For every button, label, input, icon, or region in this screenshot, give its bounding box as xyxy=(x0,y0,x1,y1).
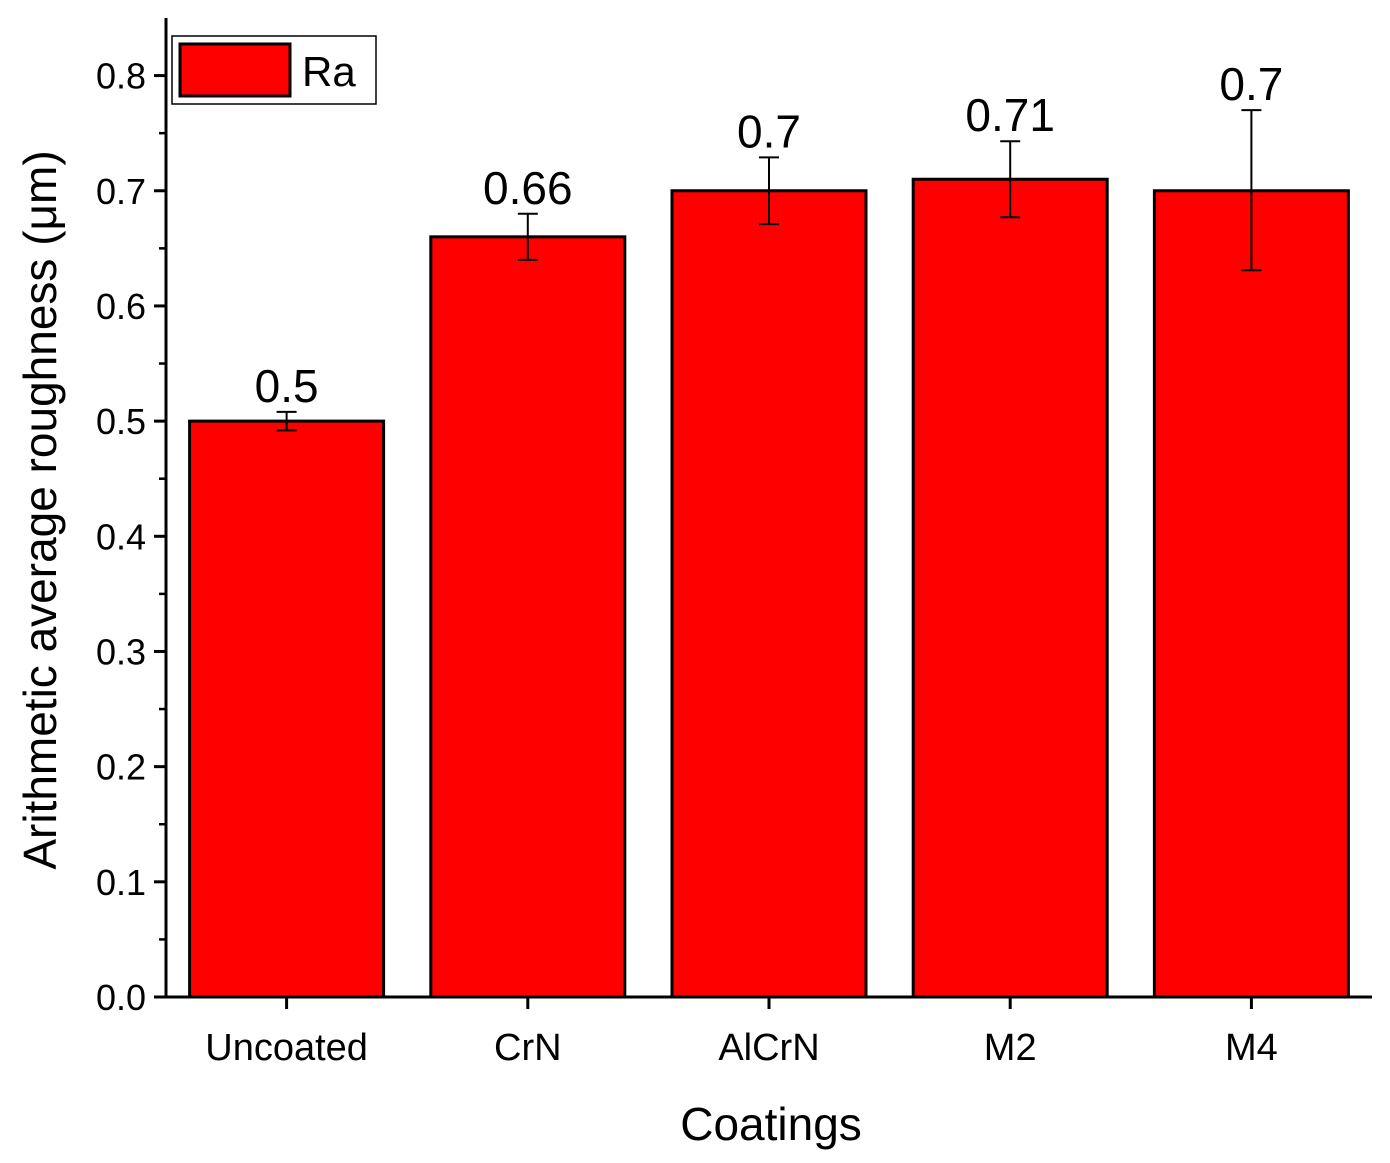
error-bars xyxy=(276,109,1262,432)
bar-uncoated xyxy=(188,419,386,999)
x-tick-label: M4 xyxy=(1225,1027,1278,1069)
y-tick-label: 0.1 xyxy=(96,862,146,903)
y-axis-ticks: 0.0 0.1 0.2 0.3 0.4 0.5 0.6 0.7 0.8 xyxy=(96,56,166,1018)
bars xyxy=(188,177,1350,999)
y-tick-label: 0.5 xyxy=(96,401,146,442)
data-label-uncoated: 0.5 xyxy=(255,360,319,412)
data-label-alcrn: 0.7 xyxy=(737,105,801,157)
y-tick-label: 0.0 xyxy=(96,977,146,1018)
y-tick-label: 0.6 xyxy=(96,286,146,327)
y-axis-title: Arithmetic average roughness (μm) xyxy=(14,150,66,869)
x-tick-label: Uncoated xyxy=(205,1027,368,1069)
x-axis-ticks: Uncoated CrN AlCrN M2 M4 xyxy=(205,997,1278,1069)
y-tick-label: 0.4 xyxy=(96,516,146,557)
data-label-crn: 0.66 xyxy=(483,162,573,214)
x-tick-label: CrN xyxy=(494,1027,562,1069)
y-tick-label: 0.8 xyxy=(96,56,146,97)
y-tick-label: 0.7 xyxy=(96,171,146,212)
data-labels: 0.5 0.66 0.7 0.71 0.7 xyxy=(255,58,1284,412)
legend-swatch-ra xyxy=(178,42,292,98)
legend-label-ra: Ra xyxy=(302,48,356,95)
y-tick-label: 0.3 xyxy=(96,631,146,672)
data-label-m2: 0.71 xyxy=(965,89,1055,141)
data-label-m4: 0.7 xyxy=(1219,58,1283,110)
legend: Ra xyxy=(171,35,377,105)
bar-m4 xyxy=(1152,189,1350,999)
y-tick-label: 0.2 xyxy=(96,747,146,788)
bar-crn xyxy=(429,235,627,999)
bar-m2 xyxy=(911,177,1109,999)
x-tick-label: M2 xyxy=(984,1027,1037,1069)
x-tick-label: AlCrN xyxy=(718,1027,819,1069)
x-axis-title: Coatings xyxy=(680,1098,862,1150)
bar-alcrn xyxy=(670,189,868,999)
